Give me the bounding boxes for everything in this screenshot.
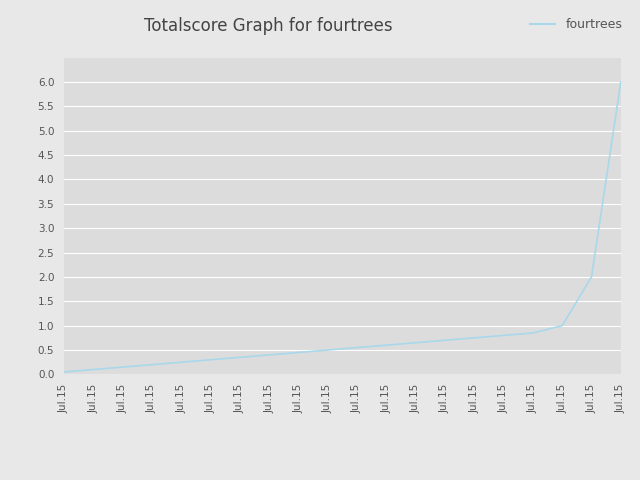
fourtrees: [266, 352, 273, 358]
fourtrees: [236, 354, 244, 360]
fourtrees: [177, 360, 185, 365]
fourtrees: [60, 369, 68, 375]
fourtrees: [207, 357, 214, 363]
Text: Totalscore Graph for fourtrees: Totalscore Graph for fourtrees: [145, 17, 393, 35]
Legend: fourtrees: fourtrees: [525, 13, 627, 36]
fourtrees: [324, 347, 332, 353]
fourtrees: [119, 364, 127, 370]
fourtrees: [441, 337, 449, 343]
fourtrees: [412, 340, 419, 346]
fourtrees: [353, 345, 361, 350]
fourtrees: [500, 333, 508, 338]
fourtrees: [470, 335, 478, 341]
fourtrees: [148, 362, 156, 368]
fourtrees: [529, 330, 537, 336]
fourtrees: [294, 349, 302, 355]
Line: fourtrees: fourtrees: [64, 82, 621, 372]
fourtrees: [588, 274, 595, 280]
fourtrees: [90, 367, 97, 372]
fourtrees: [558, 323, 566, 328]
fourtrees: [383, 342, 390, 348]
fourtrees: [617, 79, 625, 85]
